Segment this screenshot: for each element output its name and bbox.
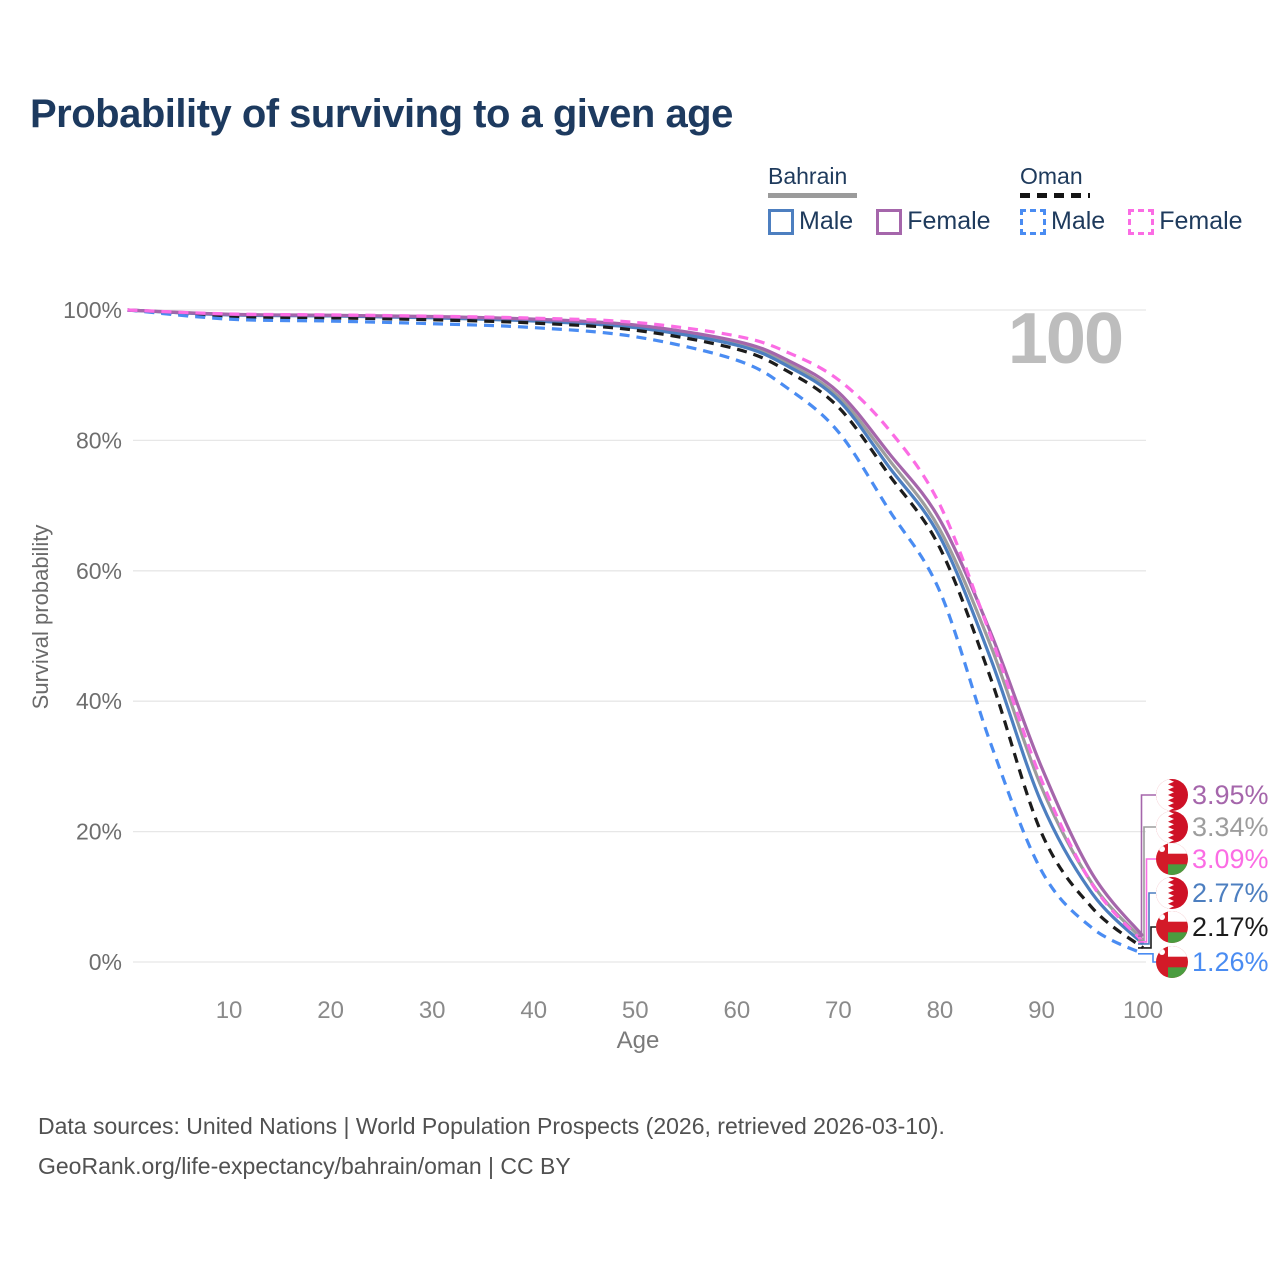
x-axis-tick-label: 20: [317, 997, 344, 1024]
legend-item-label: Male: [799, 207, 854, 235]
end-label-value: 1.26%: [1192, 947, 1269, 977]
y-axis-tick-label: 20%: [76, 819, 122, 845]
series-line-bahrain-male[interactable]: [127, 308, 1145, 946]
x-axis-tick-label: 90: [1028, 997, 1055, 1024]
legend-item-oman-female[interactable]: Female: [1128, 207, 1243, 236]
x-axis-tick-label: 100: [1123, 997, 1163, 1024]
end-label-leader-bahrain-female: [1138, 794, 1156, 938]
oman-female-swatch-icon: [1128, 208, 1155, 235]
footer-attribution: GeoRank.org/life-expectancy/bahrain/oman…: [38, 1153, 571, 1179]
series-line-bahrain-female[interactable]: [127, 308, 1145, 938]
x-axis-tick-label: 10: [216, 997, 243, 1024]
oman-male-swatch-icon: [1020, 208, 1046, 235]
footer-data-sources: Data sources: United Nations | World Pop…: [38, 1113, 945, 1139]
series-line-oman-female[interactable]: [127, 308, 1145, 943]
legend-item-label: Female: [907, 207, 991, 235]
legend-oman-underline: [1020, 193, 1090, 198]
legend-item-label: Male: [1051, 207, 1106, 235]
legend-oman-name: Oman: [1020, 163, 1083, 189]
watermark-age-100: 100: [1008, 299, 1122, 379]
bahrain-flag-icon: [1156, 811, 1188, 843]
end-label-leader-bahrain-male: [1138, 892, 1156, 945]
end-label-leader-oman-female: [1138, 858, 1156, 943]
end-label-value: 2.77%: [1192, 878, 1269, 908]
y-axis-tick-label: 0%: [89, 949, 122, 975]
x-axis-tick-label: 60: [723, 997, 750, 1024]
end-label-value: 3.09%: [1192, 844, 1269, 874]
legend-item-bahrain-female[interactable]: Female: [876, 207, 991, 236]
bahrain-flag-icon: [1156, 779, 1188, 811]
legend-bahrain-underline: [768, 193, 857, 198]
x-axis-tick-label: 50: [622, 997, 649, 1024]
end-label-leader-oman-male: [1138, 952, 1156, 963]
bahrain-male-swatch-icon: [768, 208, 794, 235]
end-label-leader-bahrain-both-sexes: [1138, 826, 1156, 942]
legend-item-oman-male[interactable]: Male: [1020, 207, 1105, 236]
x-axis-tick-label: 80: [927, 997, 954, 1024]
end-label-value: 2.17%: [1192, 912, 1269, 942]
bahrain-female-swatch-icon: [876, 208, 903, 235]
y-axis-tick-label: 100%: [63, 297, 122, 323]
end-label-oman-both-sexes: 2.17%: [1156, 911, 1269, 943]
end-label-bahrain-both-sexes: 3.34%: [1156, 811, 1269, 843]
bahrain-flag-icon: [1156, 877, 1188, 909]
end-label-bahrain-female: 3.95%: [1156, 779, 1269, 811]
end-label-oman-male: 1.26%: [1156, 946, 1269, 978]
y-axis-title: Survival probability: [28, 525, 53, 710]
legend-bahrain-name: Bahrain: [768, 163, 848, 189]
footer: Data sources: United Nations | World Pop…: [38, 1106, 945, 1186]
end-label-bahrain-male: 2.77%: [1156, 877, 1269, 909]
end-label-oman-female: 3.09%: [1156, 843, 1269, 875]
end-label-value: 3.95%: [1192, 780, 1269, 810]
chart-title: Probability of surviving to a given age: [30, 92, 733, 136]
series-line-oman-male[interactable]: [127, 308, 1144, 956]
x-axis-tick-label: 30: [419, 997, 446, 1024]
oman-flag-icon: [1156, 946, 1188, 978]
legend-item-bahrain-male[interactable]: Male: [768, 207, 853, 236]
x-axis-title: Age: [617, 1027, 660, 1054]
y-axis-tick-label: 40%: [76, 688, 122, 714]
series-line-bahrain-both-sexes[interactable]: [127, 308, 1145, 942]
legend-group-oman: Oman Male Female: [1020, 163, 1243, 236]
end-label-leader-oman-both-sexes: [1138, 926, 1156, 949]
x-axis-tick-label: 40: [520, 997, 547, 1024]
oman-flag-icon: [1156, 911, 1188, 943]
series-line-oman-both-sexes[interactable]: [127, 308, 1145, 950]
y-axis-tick-label: 80%: [76, 427, 122, 453]
legend-group-bahrain: Bahrain Male Female: [768, 163, 991, 236]
x-axis-tick-label: 70: [825, 997, 852, 1024]
oman-flag-icon: [1156, 843, 1188, 875]
legend-item-label: Female: [1159, 207, 1243, 235]
end-label-value: 3.34%: [1192, 812, 1269, 842]
y-axis-tick-label: 60%: [76, 558, 122, 584]
